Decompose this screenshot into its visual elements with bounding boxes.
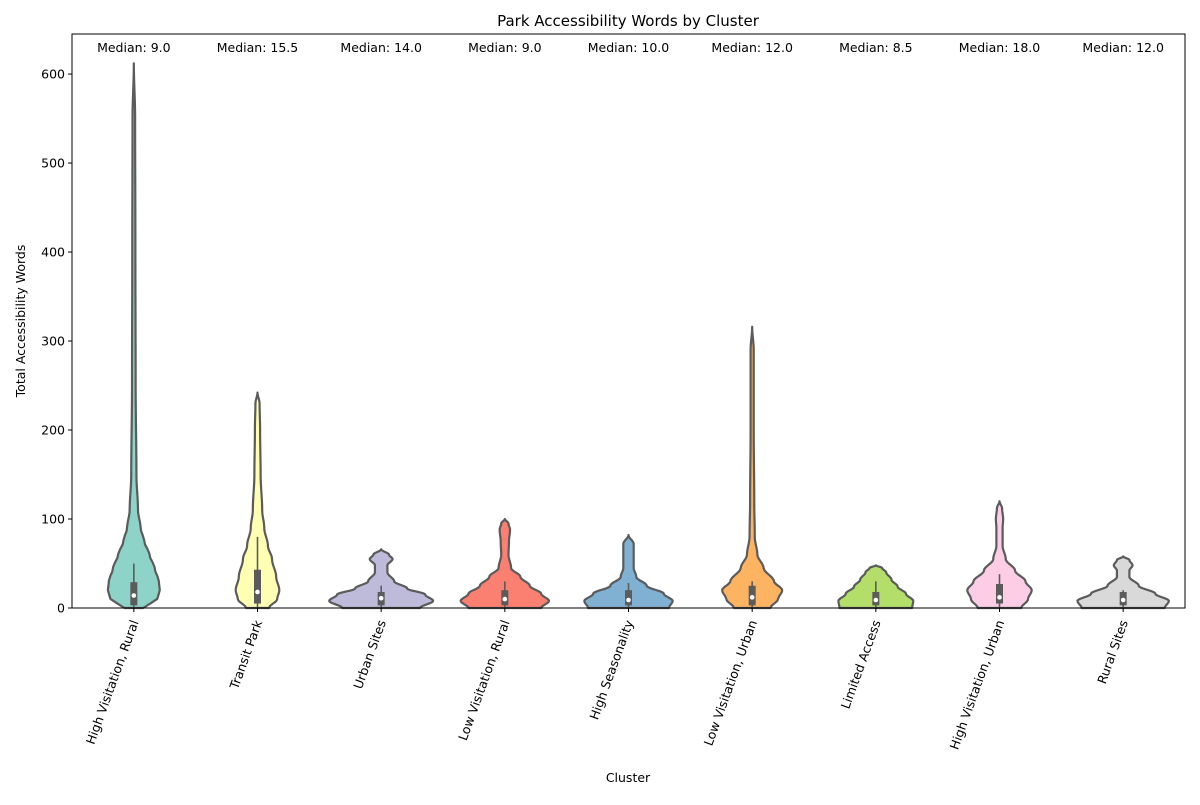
violin-body: [583, 533, 674, 610]
x-tick-label: Low Visitation, Rural: [455, 618, 513, 743]
y-tick-label: 100: [41, 512, 65, 527]
violin-median-point: [131, 593, 137, 598]
y-tick-label: 200: [41, 423, 65, 438]
median-label: Median: 12.0: [1082, 40, 1164, 55]
violin-median-point: [749, 595, 755, 600]
violin-body: [234, 391, 281, 610]
median-label: Median: 9.0: [468, 40, 542, 55]
violin-body: [106, 62, 161, 610]
x-tick-label: High Visitation, Urban: [946, 618, 1007, 752]
y-tick-label: 600: [41, 67, 65, 82]
violin-iqr-box: [996, 583, 1003, 604]
violin-body: [328, 548, 435, 610]
x-tick-label: Transit Park: [226, 617, 265, 692]
plot-frame: [71, 33, 1186, 609]
violin-body: [721, 325, 784, 610]
x-axis-label: Cluster: [606, 770, 651, 785]
violin-body: [459, 517, 551, 610]
violin-median-point: [502, 596, 508, 602]
violin-median-point: [873, 597, 879, 603]
violin-median-point: [1120, 597, 1126, 603]
violin-body: [966, 500, 1033, 610]
x-tick-label: Limited Access: [838, 618, 884, 711]
x-tick-label: Urban Sites: [350, 618, 389, 691]
x-tick-label: High Visitation, Rural: [83, 618, 142, 746]
median-label: Median: 15.5: [217, 40, 298, 55]
y-tick-label: 300: [41, 334, 65, 349]
x-tick-label: Rural Sites: [1094, 618, 1131, 686]
median-label: Median: 12.0: [711, 40, 793, 55]
violin-body: [1076, 555, 1170, 610]
violin-iqr-box: [254, 569, 261, 604]
violin-median-point: [255, 589, 260, 595]
x-tick-label: Low Visitation, Urban: [701, 618, 760, 748]
y-tick-label: 500: [41, 156, 65, 171]
violin-median-point: [997, 595, 1002, 600]
median-label: Median: 8.5: [839, 40, 913, 55]
median-label: Median: 10.0: [588, 40, 670, 55]
violin-median-point: [626, 597, 631, 603]
median-label: Median: 14.0: [340, 40, 422, 55]
y-tick-label: 400: [41, 245, 65, 260]
x-tick-label: High Seasonality: [586, 617, 636, 721]
plot-area: Median: 9.0 Median: 15.5 Median: 14.0 Media…: [41, 33, 1186, 752]
y-tick-label: 0: [57, 601, 65, 616]
chart-title: Park Accessibility Words by Cluster: [497, 12, 760, 30]
y-axis-label: Total Accessibility Words: [13, 245, 28, 399]
median-label: Median: 18.0: [959, 40, 1041, 55]
violin-median-point: [378, 595, 384, 601]
median-label: Median: 9.0: [97, 40, 171, 55]
